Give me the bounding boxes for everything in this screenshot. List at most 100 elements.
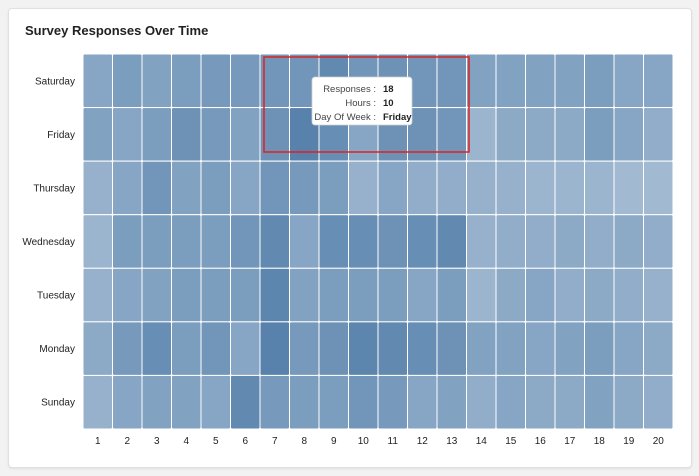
heatmap-cell[interactable]: [643, 107, 674, 162]
heatmap-cell[interactable]: [200, 214, 231, 269]
heatmap-cell[interactable]: [318, 214, 349, 269]
heatmap-cell[interactable]: [82, 374, 113, 430]
heatmap-cell[interactable]: [200, 53, 231, 109]
heatmap-cell[interactable]: [289, 214, 320, 269]
heatmap-cell[interactable]: [554, 160, 585, 216]
heatmap-cell[interactable]: [407, 321, 438, 376]
heatmap-cell[interactable]: [495, 321, 526, 376]
heatmap-cell[interactable]: [318, 321, 349, 376]
heatmap-cell[interactable]: [525, 267, 556, 323]
heatmap-cell[interactable]: [112, 160, 143, 216]
heatmap-cell[interactable]: [259, 374, 290, 430]
heatmap-cell[interactable]: [643, 321, 674, 376]
heatmap-cell[interactable]: [554, 53, 585, 109]
heatmap-cell[interactable]: [554, 374, 585, 430]
heatmap-cell[interactable]: [407, 214, 438, 269]
heatmap-cell[interactable]: [141, 53, 172, 109]
heatmap-cell[interactable]: [200, 374, 231, 430]
heatmap-cell[interactable]: [259, 160, 290, 216]
heatmap-cell[interactable]: [377, 374, 408, 430]
heatmap-cell[interactable]: [584, 53, 615, 109]
heatmap-cell[interactable]: [525, 321, 556, 376]
heatmap-cell[interactable]: [112, 107, 143, 162]
heatmap-cell[interactable]: [259, 214, 290, 269]
heatmap-cell[interactable]: [407, 267, 438, 323]
heatmap-cell[interactable]: [436, 214, 467, 269]
heatmap-cell[interactable]: [82, 160, 113, 216]
heatmap-cell[interactable]: [495, 214, 526, 269]
heatmap-cell[interactable]: [554, 321, 585, 376]
heatmap-cell[interactable]: [554, 214, 585, 269]
heatmap-cell[interactable]: [348, 214, 379, 269]
heatmap-cell[interactable]: [466, 374, 497, 430]
heatmap-cell[interactable]: [230, 214, 261, 269]
heatmap-cell[interactable]: [230, 374, 261, 430]
heatmap-cell[interactable]: [495, 160, 526, 216]
heatmap-cell[interactable]: [318, 160, 349, 216]
heatmap-cell[interactable]: [377, 214, 408, 269]
heatmap-cell[interactable]: [525, 214, 556, 269]
heatmap-cell[interactable]: [112, 53, 143, 109]
heatmap-cell[interactable]: [436, 267, 467, 323]
heatmap-cell[interactable]: [466, 267, 497, 323]
heatmap-cell[interactable]: [230, 107, 261, 162]
heatmap-cell[interactable]: [495, 267, 526, 323]
heatmap-cell[interactable]: [554, 107, 585, 162]
heatmap-cell[interactable]: [584, 214, 615, 269]
heatmap-cell[interactable]: [613, 160, 644, 216]
heatmap-cell[interactable]: [525, 107, 556, 162]
heatmap-cell[interactable]: [171, 107, 202, 162]
heatmap-cell[interactable]: [466, 321, 497, 376]
heatmap-cell[interactable]: [112, 321, 143, 376]
heatmap-cell[interactable]: [377, 160, 408, 216]
heatmap-cell[interactable]: [407, 374, 438, 430]
heatmap-cell[interactable]: [289, 321, 320, 376]
heatmap-cell[interactable]: [584, 267, 615, 323]
heatmap-cell[interactable]: [407, 53, 438, 109]
heatmap-cell[interactable]: [495, 107, 526, 162]
heatmap-cell[interactable]: [289, 160, 320, 216]
heatmap-cell[interactable]: [613, 214, 644, 269]
heatmap-cell[interactable]: [495, 374, 526, 430]
heatmap-cell[interactable]: [436, 160, 467, 216]
heatmap-cell[interactable]: [348, 374, 379, 430]
heatmap-cell[interactable]: [230, 160, 261, 216]
heatmap-cell[interactable]: [466, 160, 497, 216]
heatmap-cell[interactable]: [466, 214, 497, 269]
heatmap-cell[interactable]: [643, 374, 674, 430]
heatmap-cell[interactable]: [230, 267, 261, 323]
heatmap-cell[interactable]: [200, 160, 231, 216]
heatmap-cell[interactable]: [495, 53, 526, 109]
heatmap-cell[interactable]: [318, 374, 349, 430]
heatmap-cell[interactable]: [289, 374, 320, 430]
heatmap-cell[interactable]: [377, 321, 408, 376]
heatmap-cell[interactable]: [141, 267, 172, 323]
heatmap-cell[interactable]: [348, 321, 379, 376]
heatmap-cell[interactable]: [82, 321, 113, 376]
heatmap-cell[interactable]: [525, 53, 556, 109]
heatmap-cell[interactable]: [141, 374, 172, 430]
heatmap-cell[interactable]: [436, 321, 467, 376]
heatmap-cell[interactable]: [171, 53, 202, 109]
heatmap-cell[interactable]: [171, 267, 202, 323]
heatmap-cell[interactable]: [525, 374, 556, 430]
heatmap-cell[interactable]: [584, 321, 615, 376]
heatmap-cell[interactable]: [259, 321, 290, 376]
heatmap-cell[interactable]: [230, 321, 261, 376]
heatmap-cell[interactable]: [82, 214, 113, 269]
heatmap-cell[interactable]: [613, 321, 644, 376]
heatmap-cell[interactable]: [171, 214, 202, 269]
heatmap-cell[interactable]: [141, 321, 172, 376]
heatmap-cell[interactable]: [200, 267, 231, 323]
heatmap-cell[interactable]: [436, 107, 467, 162]
heatmap-cell[interactable]: [200, 321, 231, 376]
heatmap-cell[interactable]: [171, 321, 202, 376]
heatmap-cell[interactable]: [82, 267, 113, 323]
heatmap-cell[interactable]: [643, 53, 674, 109]
heatmap-cell[interactable]: [436, 374, 467, 430]
heatmap-cell[interactable]: [584, 160, 615, 216]
heatmap-cell[interactable]: [141, 214, 172, 269]
heatmap-cell[interactable]: [466, 53, 497, 109]
heatmap-cell[interactable]: [112, 374, 143, 430]
heatmap-cell[interactable]: [82, 53, 113, 109]
